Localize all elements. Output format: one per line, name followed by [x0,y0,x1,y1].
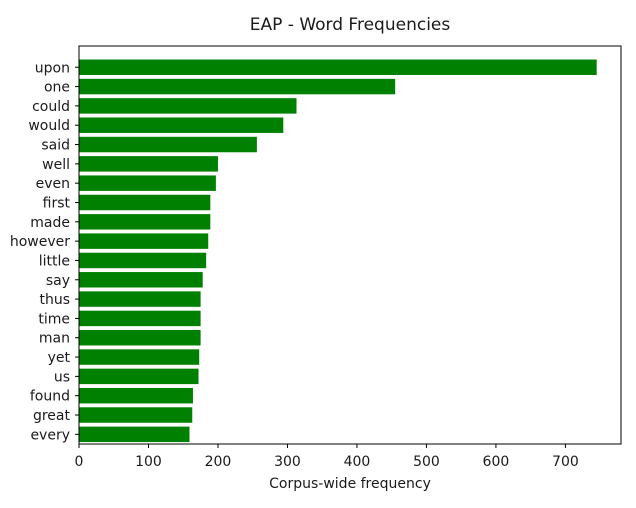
x-tick-label: 100 [135,454,162,470]
x-tick-label: 400 [344,454,371,470]
bar-great [79,407,193,423]
y-tick-label: made [30,215,70,231]
bar-however [79,233,209,249]
x-tick-label: 300 [274,454,301,470]
y-tick-label: said [41,138,70,154]
bar-little [79,252,207,269]
bar-said [79,136,257,153]
y-tick-label: would [28,118,70,134]
y-tick-label: say [46,273,70,289]
bar-even [79,175,216,191]
x-tick-label: 0 [75,454,84,470]
y-tick-label: upon [35,60,70,76]
y-tick-label: time [38,311,70,327]
bar-found [79,387,193,404]
bar-man [79,330,201,346]
x-tick-label: 700 [552,454,579,470]
bar-made [79,214,211,230]
x-tick-label: 500 [413,454,440,470]
y-tick-label: found [30,389,70,405]
bar-one [79,78,396,95]
bar-thus [79,291,201,307]
plot-frame [78,45,622,445]
x-axis-ticks: 0 100 200 300 400 500 600 700 [75,444,579,470]
bar-yet [79,349,200,365]
chart-title: EAP - Word Frequencies [250,15,451,35]
bar-upon [79,59,597,75]
y-tick-label: well [42,157,70,173]
y-tick-label: thus [39,292,70,308]
x-tick-label: 200 [205,454,232,470]
y-tick-label: yet [48,350,71,366]
bar-us [79,368,199,385]
bar-well [79,156,218,172]
bar-time [79,310,201,327]
y-tick-label: every [30,427,70,443]
y-tick-label: man [39,331,70,347]
x-axis-title: Corpus-wide frequency [269,476,431,492]
bar-say [79,272,203,288]
x-tick-label: 600 [483,454,510,470]
y-tick-label: however [10,234,70,250]
y-axis-ticks: upon one could would said well even first made ho… [10,60,79,443]
y-tick-label: one [44,80,70,96]
bar-would [79,117,284,133]
bars-group [79,59,597,443]
y-tick-label: great [33,408,71,424]
y-tick-label: little [39,253,70,269]
bar-could [79,98,297,114]
bar-every [79,426,190,443]
y-tick-label: even [36,176,70,192]
y-tick-label: us [54,369,70,385]
bar-first [79,194,211,211]
y-tick-label: first [43,195,71,211]
y-tick-label: could [32,99,70,115]
